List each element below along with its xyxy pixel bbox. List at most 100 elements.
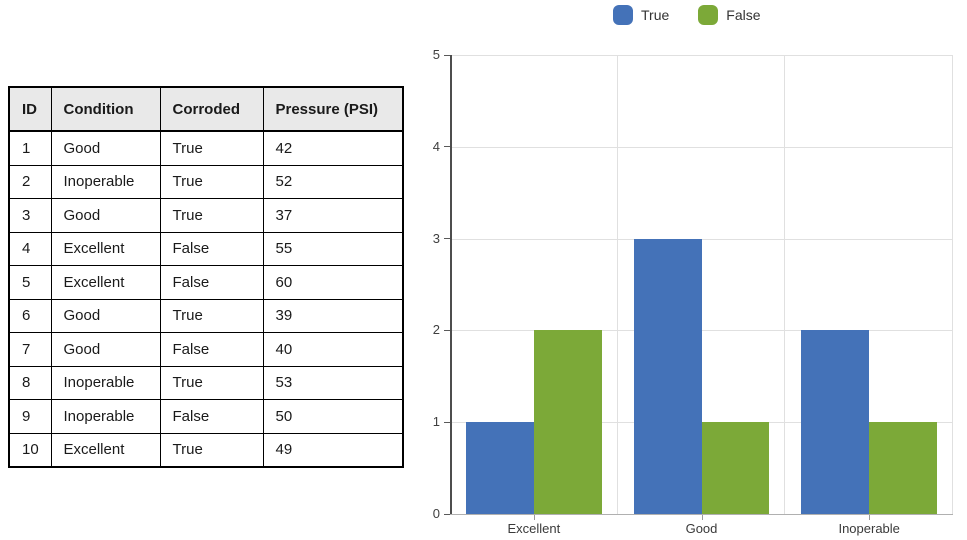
table-body: 1 Good True 42 2 Inoperable True 52 3 Good True 37 4… [8,130,404,468]
y-tick-0 [444,513,450,515]
x-category-tick [869,515,871,520]
y-tick-1 [444,421,450,423]
table-cell: False [159,265,264,300]
table-row: 6 Good True 39 [8,298,404,333]
gridline-x-1 [616,55,618,514]
y-axis-line [450,55,452,514]
legend-label-false: False [726,7,761,23]
y-axis-label: 0 [432,506,440,521]
table-cell: True [159,130,264,166]
y-axis-label: 5 [432,47,440,62]
bar-inoperable-false [869,422,938,514]
table-cell: 39 [262,298,404,333]
table-cell: 8 [8,365,52,400]
table-cell: 53 [262,365,404,400]
x-axis-label: Inoperable [838,521,900,536]
x-label-cell-good: Good [618,515,786,536]
legend-label-true: True [641,7,670,23]
table-cell: True [159,432,264,468]
table-cell: 3 [8,198,52,233]
table-cell: 9 [8,399,52,434]
y-axis-label: 4 [432,138,440,154]
table-cell: 50 [262,399,404,434]
table-cell: Good [50,198,161,233]
gridline-y-2 [450,330,953,332]
x-label-cell-excellent: Excellent [450,515,618,536]
table-row: 8 Inoperable True 53 [8,365,404,400]
table-cell: Good [50,298,161,333]
table-cell: 52 [262,164,404,199]
table-cell: False [159,399,264,434]
table-cell: True [159,298,264,333]
column-header-pressure-psi: Pressure (PSI) [262,86,404,132]
x-label-cell-inoperable: Inoperable [785,515,953,536]
table-cell: 55 [262,231,404,266]
column-header-id: ID [8,86,52,132]
table-row: 9 Inoperable False 50 [8,399,404,434]
table-row: 7 Good False 40 [8,332,404,367]
table-cell: Inoperable [50,399,161,434]
table-row: 10 Excellent True 49 [8,432,404,468]
y-tick-5 [444,54,450,56]
y-axis-label: 1 [432,414,440,430]
x-axis-label: Excellent [507,521,561,536]
table-cell: False [159,332,264,367]
table-cell: 7 [8,332,52,367]
x-axis-line [450,514,953,515]
y-tick-4 [444,146,450,148]
column-header-condition: Condition [50,86,161,132]
y-axis-label: 3 [432,230,440,246]
gridline-x-2 [784,55,786,514]
table-row: 3 Good True 37 [8,198,404,233]
gridline-x-3 [952,55,953,514]
table-cell: 10 [8,432,52,468]
gridline-y-5 [450,55,953,56]
table-cell: 42 [262,130,404,166]
table-cell: True [159,198,264,233]
table-cell: 5 [8,265,52,300]
table-cell: Excellent [50,432,161,468]
bar-good-true [633,238,702,514]
legend-item-true: True [613,5,669,25]
table-cell: Excellent [50,265,161,300]
legend-swatch-true-icon [613,5,633,25]
table-cell: 60 [262,265,404,300]
data-table: ID Condition Corroded Pressure (PSI) 1 Good T… [8,86,404,468]
table-cell: 2 [8,164,52,199]
y-tick-2 [444,329,450,331]
table-cell: Excellent [50,231,161,266]
table-cell: Good [50,332,161,367]
gridline-y-3 [450,238,953,240]
x-axis-labels: Excellent Good Inoperable [450,515,953,536]
table-header-row: ID Condition Corroded Pressure (PSI) [8,86,404,132]
table-cell: 4 [8,231,52,266]
table-cell: 49 [262,432,404,468]
table-header: ID Condition Corroded Pressure (PSI) [8,86,404,132]
table-cell: 1 [8,130,52,166]
table-row: 2 Inoperable True 52 [8,164,404,199]
table-cell: Inoperable [50,164,161,199]
bar-groups [450,55,953,514]
table-cell: 6 [8,298,52,333]
table-row: 5 Excellent False 60 [8,265,404,300]
table-row: 1 Good True 42 [8,130,404,166]
legend-item-false: False [698,5,761,25]
bar-group-excellent [450,55,618,514]
table-cell: 37 [262,198,404,233]
x-category-tick [701,515,703,520]
plot-area [444,54,953,515]
table-cell: True [159,365,264,400]
table-cell: Good [50,130,161,166]
table-cell: 40 [262,332,404,367]
table-cell: True [159,164,264,199]
gridline-y-4 [450,146,953,148]
column-header-corroded: Corroded [159,86,264,132]
x-category-tick [533,515,535,520]
x-axis-label: Good [685,521,718,536]
table-cell: False [159,231,264,266]
bar-group-good [618,55,786,514]
y-axis-label: 2 [432,322,440,338]
bar-good-false [701,422,770,514]
table-row: 4 Excellent False 55 [8,231,404,266]
